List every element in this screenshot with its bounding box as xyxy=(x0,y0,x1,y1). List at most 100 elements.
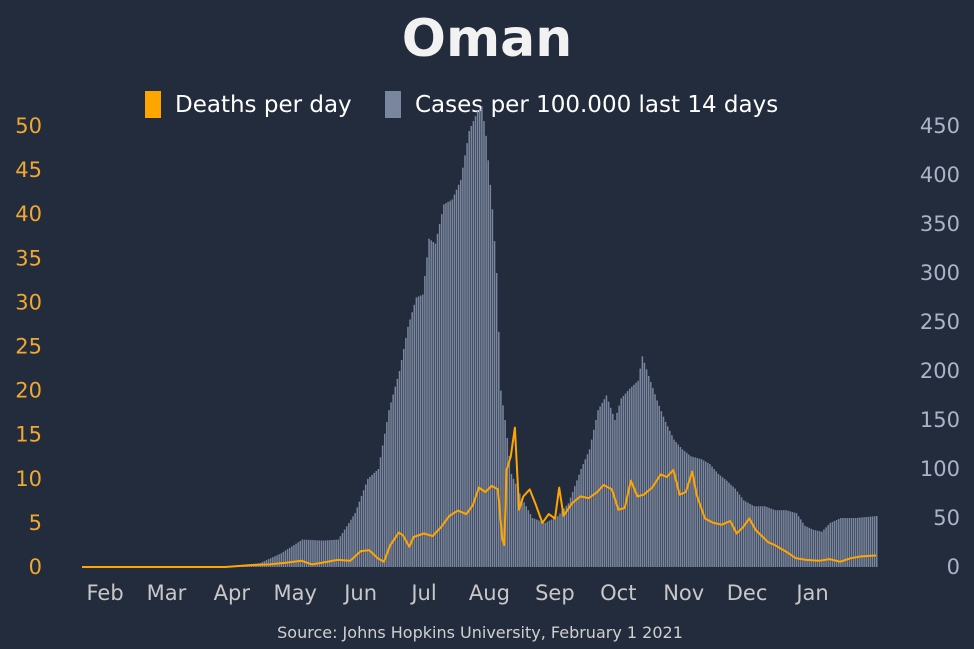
cases-bar xyxy=(364,484,367,567)
cases-bar xyxy=(690,456,692,567)
cases-bar xyxy=(749,503,751,567)
cases-bar xyxy=(470,126,473,567)
cases-bar xyxy=(438,224,441,567)
cases-bar xyxy=(818,531,821,567)
cases-bar xyxy=(377,469,380,567)
cases-bar xyxy=(652,388,654,567)
cases-bar xyxy=(453,194,456,567)
x-tick-label: Feb xyxy=(87,581,124,605)
cases-bar xyxy=(375,470,378,567)
cases-bar xyxy=(869,516,872,567)
right-tick-label: 400 xyxy=(920,163,960,187)
cases-bars xyxy=(196,106,878,568)
cases-bar xyxy=(633,384,635,567)
x-tick-label: Aug xyxy=(469,581,510,605)
left-tick-label: 25 xyxy=(15,335,42,359)
cases-bar xyxy=(664,421,667,567)
cases-bar xyxy=(812,529,815,567)
cases-bar xyxy=(637,380,639,567)
cases-bar xyxy=(679,446,682,567)
cases-bar xyxy=(740,497,743,567)
cases-bar xyxy=(295,543,297,567)
cases-bar xyxy=(358,501,361,567)
right-tick-label: 150 xyxy=(920,408,960,432)
cases-bar xyxy=(639,368,642,567)
cases-bar xyxy=(493,241,496,567)
cases-bar xyxy=(303,539,306,567)
cases-bar xyxy=(795,513,798,567)
cases-bar xyxy=(508,455,511,567)
cases-bar xyxy=(753,506,756,567)
cases-bar xyxy=(462,167,464,567)
cases-bar xyxy=(620,398,622,567)
cases-bar xyxy=(540,521,542,567)
cases-bar xyxy=(320,540,323,567)
cases-bar xyxy=(291,546,293,567)
cases-bar xyxy=(407,326,409,567)
cases-bar xyxy=(337,539,340,567)
cases-bar xyxy=(698,458,701,567)
cases-bar xyxy=(660,411,663,567)
cases-bar xyxy=(402,348,405,567)
cases-bar xyxy=(301,539,304,567)
right-tick-label: 350 xyxy=(920,212,960,236)
cases-bar xyxy=(362,490,365,567)
cases-bar xyxy=(345,526,348,567)
cases-bar xyxy=(582,464,584,567)
cases-bar xyxy=(316,540,318,567)
cases-bar xyxy=(552,518,555,567)
cases-bar xyxy=(449,200,451,567)
x-tick-label: Apr xyxy=(214,581,251,605)
cases-bar xyxy=(631,386,633,567)
cases-bar xyxy=(584,459,587,567)
cases-bar xyxy=(447,201,449,567)
cases-bar xyxy=(457,184,460,568)
legend: Deaths per day Cases per 100.000 last 14… xyxy=(145,91,778,118)
cases-bar xyxy=(802,522,804,567)
cases-bar xyxy=(548,520,551,567)
cases-bar xyxy=(707,462,709,568)
cases-bar xyxy=(350,519,352,567)
cases-bar xyxy=(603,399,606,567)
left-tick-label: 15 xyxy=(15,423,42,447)
cases-bar xyxy=(318,540,321,567)
cases-bar xyxy=(466,143,468,567)
cases-bar xyxy=(276,555,278,567)
cases-bar xyxy=(324,540,327,567)
x-tick-label: Oct xyxy=(600,581,636,605)
left-tick-label: 30 xyxy=(15,290,42,314)
cases-bar xyxy=(650,382,652,567)
cases-bar xyxy=(831,521,834,567)
cases-bar xyxy=(768,507,770,567)
x-tick-label: Dec xyxy=(727,581,768,605)
cases-bar xyxy=(601,402,603,567)
cases-bar xyxy=(671,435,673,567)
cases-bar xyxy=(685,452,688,567)
cases-bar xyxy=(736,491,739,567)
cases-bar xyxy=(415,297,418,567)
cases-bar xyxy=(356,507,359,567)
cases-bar xyxy=(844,518,846,567)
cases-bar xyxy=(527,510,530,567)
cases-bar xyxy=(383,433,386,567)
cases-bar xyxy=(510,473,513,567)
legend-label-deaths: Deaths per day xyxy=(175,92,352,118)
cases-bar xyxy=(396,378,399,567)
cases-bar xyxy=(542,522,544,567)
cases-bar xyxy=(618,405,620,567)
cases-bar xyxy=(728,482,730,567)
cases-bar xyxy=(426,257,428,567)
cases-bar xyxy=(607,401,610,568)
cases-bar xyxy=(459,179,462,567)
cases-bar xyxy=(341,532,344,567)
cases-bar xyxy=(343,529,346,567)
cases-bar xyxy=(421,294,424,567)
cases-bar xyxy=(833,520,836,567)
cases-bar xyxy=(793,512,796,567)
cases-bar xyxy=(267,559,270,567)
x-tick-label: Sep xyxy=(535,581,575,605)
cases-bar xyxy=(867,516,870,567)
cases-bar xyxy=(578,474,580,567)
cases-bar xyxy=(871,516,874,567)
